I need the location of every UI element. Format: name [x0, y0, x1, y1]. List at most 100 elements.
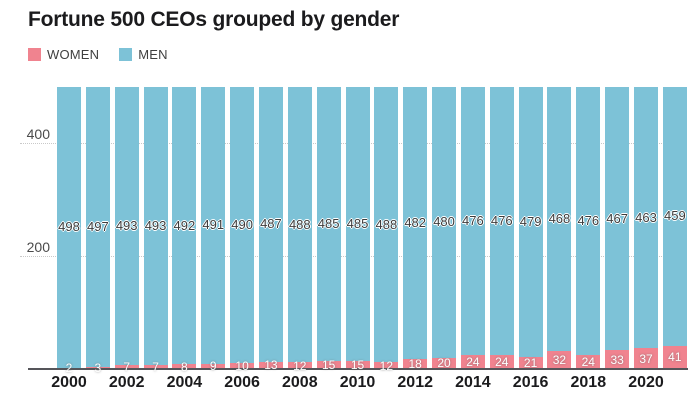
bar-women-2018	[576, 355, 601, 369]
women-value-label-2006: 10	[235, 359, 249, 374]
men-value-label-2001: 497	[86, 219, 109, 235]
bar-women-2013	[432, 357, 457, 369]
men-value-label-2015: 476	[490, 213, 513, 229]
women-value-label-2015: 24	[495, 355, 509, 370]
men-swatch-icon	[119, 48, 133, 61]
bar-women-2011	[374, 362, 399, 369]
men-value-label-2018: 476	[577, 213, 600, 229]
bar-men-2004	[172, 87, 197, 365]
x-tick-label-2020: 2020	[628, 374, 664, 391]
women-value-label-2007: 13	[264, 358, 278, 373]
men-value-label-2003: 493	[144, 218, 167, 234]
men-value-label-2009: 485	[317, 215, 340, 231]
bar-men-2018	[576, 87, 601, 356]
men-value-label-2016: 479	[519, 214, 542, 230]
women-value-label-2004: 8	[181, 359, 188, 374]
bar-men-2010	[345, 87, 370, 361]
bar-women-2014	[460, 355, 485, 369]
women-value-label-2016: 21	[523, 356, 538, 371]
men-value-label-2002: 493	[115, 218, 138, 234]
women-value-label-2011: 12	[379, 358, 394, 373]
bar-women-2004	[172, 364, 197, 369]
bar-men-2015	[489, 87, 514, 356]
bar-men-2008	[287, 87, 312, 363]
women-value-label-2017: 32	[552, 352, 567, 367]
men-value-label-2000: 498	[58, 219, 80, 235]
x-axis-line	[28, 367, 688, 370]
bar-men-2007	[258, 87, 283, 362]
x-tick-label-2010: 2010	[339, 374, 376, 391]
bar-women-2012	[403, 358, 428, 369]
bar-men-2003	[143, 87, 168, 366]
bar-women-2005	[201, 363, 226, 369]
bar-men-2014	[460, 87, 485, 356]
bar-women-2002	[114, 365, 139, 369]
legend-label-men: MEN	[138, 47, 168, 62]
women-value-label-2013: 20	[437, 356, 451, 371]
bar-women-2015	[489, 355, 514, 369]
bar-men-2011	[374, 87, 399, 363]
bar-men-2012	[403, 87, 428, 359]
bar-women-2006	[230, 363, 255, 369]
men-value-label-2004: 492	[173, 217, 196, 233]
bar-men-2001	[85, 87, 110, 368]
men-value-label-2019: 467	[606, 210, 628, 226]
women-value-label-2000: 2	[65, 361, 73, 376]
men-value-label-2012: 482	[404, 214, 427, 230]
women-value-label-2020: 37	[639, 351, 653, 366]
men-value-label-2017: 468	[548, 210, 571, 226]
women-value-label-2021: 41	[668, 350, 682, 365]
women-value-label-2012: 18	[408, 356, 422, 371]
women-value-label-2002: 7	[123, 360, 131, 375]
women-value-label-2008: 12	[293, 358, 307, 373]
bar-women-2021	[662, 345, 687, 369]
bar-men-2019	[605, 87, 630, 351]
x-tick-label-2018: 2018	[570, 374, 607, 391]
legend: WOMEN MEN	[28, 47, 168, 62]
bar-men-2021	[662, 87, 687, 346]
men-value-label-2007: 487	[260, 216, 282, 232]
bar-men-2017	[547, 87, 572, 351]
y-tick-label-200: 200	[26, 239, 50, 256]
women-value-label-2010: 15	[350, 357, 365, 372]
men-value-label-2020: 463	[635, 209, 657, 225]
bar-women-2020	[634, 348, 658, 369]
x-tick-label-2014: 2014	[455, 374, 491, 391]
men-value-label-2010: 485	[346, 215, 369, 231]
men-value-label-2013: 480	[433, 214, 455, 230]
bar-men-2002	[114, 87, 139, 366]
bar-men-2000	[57, 87, 81, 368]
men-value-label-2006: 490	[231, 217, 253, 233]
women-value-label-2001: 3	[94, 361, 102, 376]
x-tick-label-2016: 2016	[512, 374, 549, 391]
men-value-label-2014: 476	[462, 213, 484, 229]
women-value-label-2003: 7	[152, 360, 159, 375]
x-tick-label-2006: 2006	[224, 374, 260, 391]
legend-label-women: WOMEN	[47, 47, 100, 62]
bar-women-2007	[258, 361, 283, 369]
x-tick-label-2012: 2012	[397, 374, 433, 391]
x-tick-label-2000: 2000	[51, 374, 87, 391]
bar-men-2013	[432, 87, 457, 358]
bar-men-2009	[316, 87, 341, 361]
men-value-label-2005: 491	[202, 217, 225, 233]
bar-women-2016	[518, 357, 543, 369]
women-value-label-2018: 24	[581, 355, 595, 370]
men-value-label-2008: 488	[288, 216, 311, 232]
bar-men-2005	[201, 87, 226, 364]
women-value-label-2005: 9	[209, 359, 217, 374]
x-tick-label-2002: 2002	[108, 374, 145, 391]
bar-women-2003	[143, 365, 168, 369]
legend-item-women: WOMEN	[28, 47, 99, 62]
x-tick-label-2004: 2004	[166, 374, 203, 391]
bar-men-2020	[634, 87, 658, 349]
women-value-label-2009: 15	[321, 357, 336, 372]
x-tick-label-2008: 2008	[282, 374, 318, 391]
women-swatch-icon	[28, 48, 41, 61]
bar-men-2016	[518, 87, 543, 358]
women-value-label-2014: 24	[466, 355, 480, 370]
men-value-label-2011: 488	[375, 216, 398, 232]
bar-men-2006	[230, 87, 255, 364]
y-tick-label-400: 400	[26, 126, 50, 143]
bar-women-2017	[547, 350, 572, 369]
